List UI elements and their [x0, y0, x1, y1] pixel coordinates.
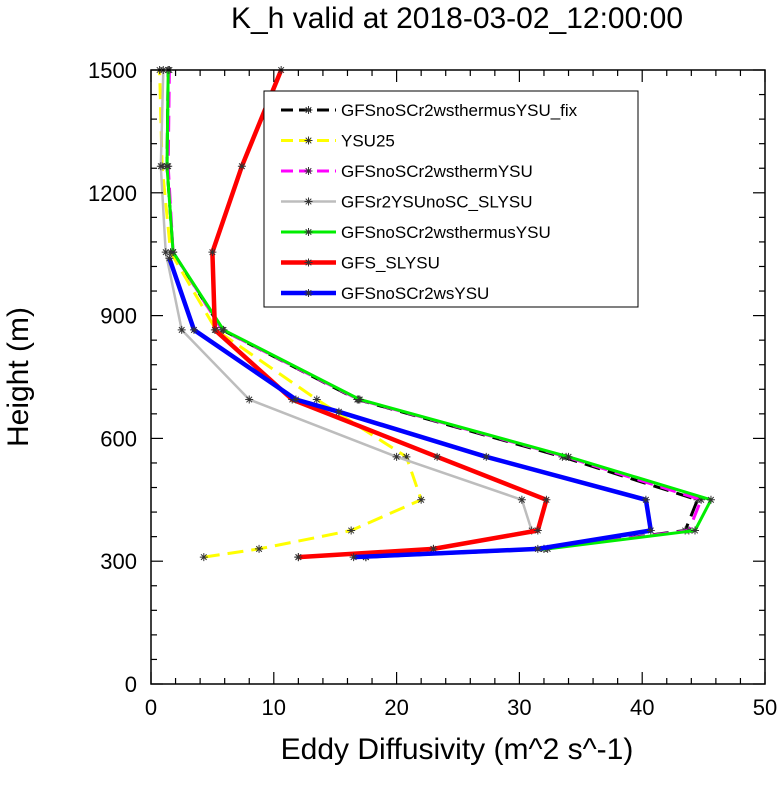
data-point: [219, 325, 228, 334]
legend-entry: YSU25: [281, 132, 395, 151]
data-point: [255, 544, 264, 553]
legend-entry: GFS_SLYSU: [281, 254, 440, 273]
x-axis-label: Eddy Diffusivity (m^2 s^-1): [281, 733, 634, 766]
plot-frame: [150, 69, 766, 685]
y-tick-label: 1200: [88, 181, 137, 206]
data-point: [533, 526, 542, 535]
legend-entry: GFSr2YSUnoSC_SLYSU: [281, 193, 532, 212]
data-point: [161, 248, 170, 257]
data-point: [402, 452, 411, 461]
data-point: [169, 248, 178, 257]
data-point: [542, 495, 551, 504]
data-point: [706, 495, 715, 504]
series-line: [210, 69, 549, 560]
data-point: [641, 495, 650, 504]
legend-label: GFSnoSCr2wsYSU: [341, 284, 489, 303]
x-tick-label: 0: [145, 695, 157, 720]
legend-marker: [304, 289, 313, 297]
data-point: [349, 553, 358, 562]
legend-marker: [304, 167, 313, 175]
data-point: [392, 452, 401, 461]
series-line: [165, 69, 713, 559]
data-point: [564, 452, 573, 461]
x-axis-ticks: 0 10 20 30 40 50: [145, 70, 777, 720]
x-tick-label: 30: [507, 695, 531, 720]
chart-title: K_h valid at 2018-03-02_12:00:00: [231, 2, 683, 35]
data-point: [294, 553, 303, 562]
legend-marker: [304, 258, 313, 267]
legend-label: GFSr2YSUnoSC_SLYSU: [341, 193, 532, 212]
data-point: [177, 325, 186, 334]
data-point: [210, 325, 219, 334]
data-point: [291, 395, 300, 404]
legend: GFSnoSCr2wsthermusYSU_fix YSU25 GFSnoSCr2w…: [263, 90, 639, 308]
legend-marker: [304, 106, 313, 114]
data-point: [697, 495, 706, 504]
data-point: [433, 452, 442, 461]
legend-label: GFSnoSCr2wsthermYSU: [341, 162, 533, 181]
legend-marker: [304, 197, 313, 206]
data-point: [312, 395, 321, 404]
y-tick-label: 300: [100, 549, 137, 574]
legend-label: GFSnoSCr2wsthermusYSU_fix: [341, 101, 578, 120]
legend-marker: [304, 136, 313, 145]
x-tick-label: 20: [384, 695, 408, 720]
data-point: [334, 407, 343, 416]
legend-box: [263, 90, 639, 308]
legend-entry: GFSnoSCr2wsYSU: [281, 284, 489, 303]
series-GFS_SLYSU: [208, 66, 551, 562]
y-tick-label: 0: [125, 672, 137, 697]
data-point: [355, 395, 364, 404]
data-point: [208, 248, 217, 257]
data-point: [533, 544, 542, 553]
x-tick-label: 50: [753, 695, 777, 720]
data-point: [429, 544, 438, 553]
data-point: [691, 526, 700, 535]
x-tick-label: 40: [630, 695, 654, 720]
x-tick-label: 10: [262, 695, 286, 720]
data-point: [199, 553, 208, 562]
data-point: [417, 495, 426, 504]
y-axis-ticks: 0 300 600 900 1200 1500: [88, 58, 765, 697]
data-point: [165, 254, 174, 263]
legend-label: YSU25: [341, 132, 395, 151]
data-point: [156, 162, 165, 171]
data-point: [347, 526, 356, 535]
data-point: [245, 395, 254, 404]
legend-label: GFS_SLYSU: [341, 254, 440, 273]
series-GFSnoSCr2wsYSU: [165, 254, 655, 562]
y-axis-label: Height (m): [2, 307, 35, 447]
legend-label: GFSnoSCr2wsthermusYSU: [341, 223, 551, 242]
data-point: [162, 162, 171, 171]
y-tick-label: 600: [100, 426, 137, 451]
y-tick-label: 1500: [88, 58, 137, 83]
legend-entry: GFSnoSCr2wsthermusYSU: [281, 223, 551, 242]
data-point: [517, 495, 526, 504]
data-point: [189, 325, 198, 334]
plot-area: [155, 66, 715, 562]
y-tick-label: 900: [100, 304, 137, 329]
data-point: [482, 452, 491, 461]
data-point: [646, 526, 655, 535]
data-point: [237, 162, 246, 171]
legend-marker: [304, 228, 313, 236]
legend-entry: GFSnoSCr2wsthermusYSU_fix: [281, 101, 578, 120]
legend-entry: GFSnoSCr2wsthermYSU: [281, 162, 533, 181]
